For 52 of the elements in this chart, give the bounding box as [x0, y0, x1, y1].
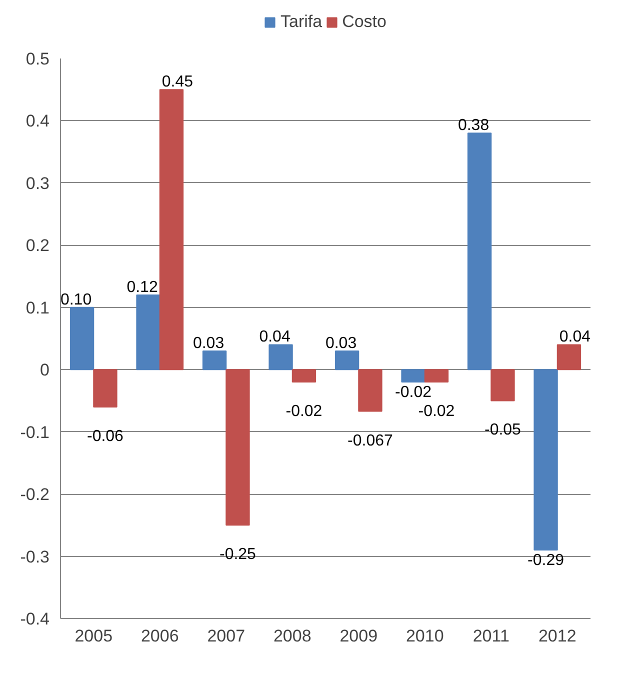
data-label: 0.03: [192, 334, 224, 352]
x-tick-label: 2012: [538, 626, 576, 646]
data-label: -0.02: [395, 384, 432, 402]
data-label: -0.05: [484, 422, 522, 439]
data-label: 0.04: [559, 328, 591, 346]
bar: [226, 369, 250, 526]
x-tick-label: 2006: [140, 626, 179, 646]
y-tick-label: 0.5: [26, 50, 50, 68]
bar: [159, 89, 184, 370]
bar: [292, 369, 316, 383]
data-label: -0.25: [219, 546, 256, 564]
data-label: -0.02: [418, 403, 455, 420]
data-label: 0.38: [458, 117, 490, 134]
x-tick-label: 2007: [207, 626, 246, 646]
y-tick-label: -0.3: [20, 547, 50, 566]
y-tick-label: 0.1: [26, 298, 50, 318]
y-tick-label: 0: [40, 360, 50, 380]
bar: [534, 369, 558, 551]
legend-label: Tarifa: [280, 12, 322, 32]
bar: [268, 344, 293, 370]
bar: [136, 294, 160, 370]
bar: [467, 132, 492, 370]
data-label: 0.12: [126, 278, 158, 296]
bar: [70, 306, 94, 370]
bar: [202, 350, 227, 370]
bar: [490, 369, 515, 402]
bar: [556, 344, 582, 370]
bar: [401, 369, 426, 383]
bar: [334, 350, 360, 370]
y-tick-label: 0.4: [26, 112, 50, 131]
y-tick-label: -0.2: [20, 485, 50, 504]
data-label: 0.10: [60, 291, 92, 308]
y-tick-label: -0.4: [20, 610, 50, 628]
data-label: -0.02: [286, 403, 322, 420]
data-label: -0.29: [528, 552, 564, 570]
x-tick-label: 2009: [340, 626, 378, 646]
bar: [358, 369, 382, 412]
data-label: -0.067: [348, 432, 394, 450]
bar: [424, 369, 449, 383]
data-label: 0.45: [162, 74, 194, 91]
data-label: 0.04: [259, 328, 290, 346]
y-tick-label: -0.1: [20, 422, 50, 442]
bar: [93, 369, 118, 408]
x-tick-label: 2011: [472, 626, 510, 646]
x-tick-label: 2010: [406, 626, 444, 646]
legend-label: Costo: [342, 12, 386, 32]
y-tick-label: 0.2: [26, 236, 50, 256]
x-tick-label: 2005: [74, 626, 113, 646]
y-tick-label: 0.3: [26, 174, 50, 193]
data-label: 0.03: [325, 334, 357, 352]
data-label: -0.06: [86, 428, 124, 445]
x-tick-label: 2008: [273, 626, 312, 646]
